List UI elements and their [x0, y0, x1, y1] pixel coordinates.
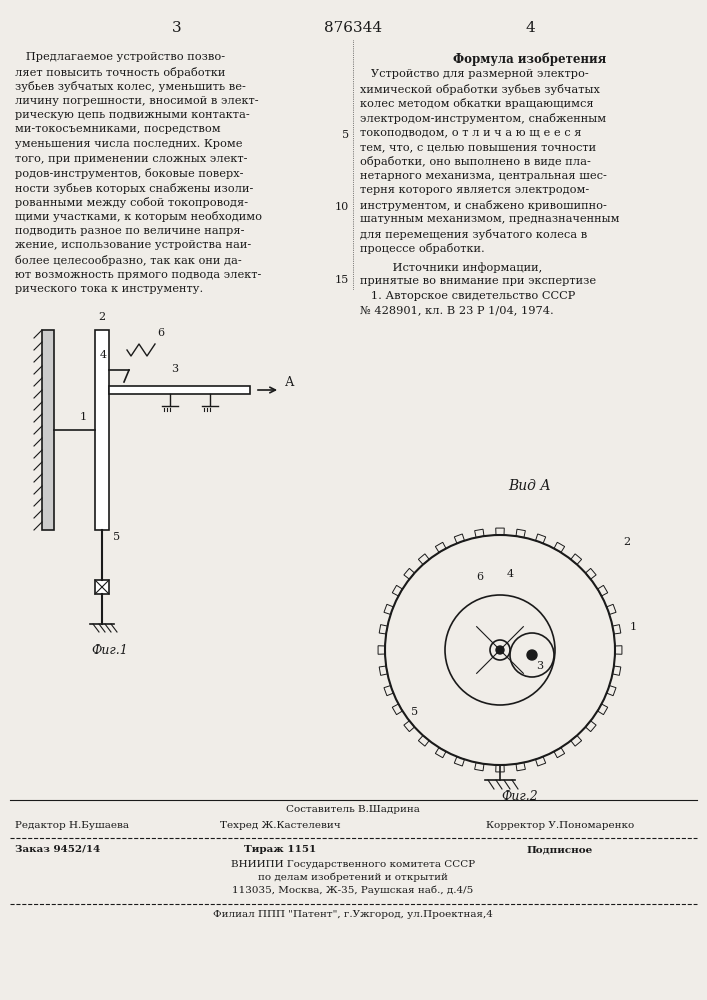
Text: ности зубьев которых снабжены изоли-: ности зубьев которых снабжены изоли- [15, 182, 253, 194]
Text: личину погрешности, вносимой в элект-: личину погрешности, вносимой в элект- [15, 96, 259, 105]
Text: № 428901, кл. В 23 Р 1/04, 1974.: № 428901, кл. В 23 Р 1/04, 1974. [360, 305, 554, 315]
Text: ВНИИПИ Государственного комитета СССР: ВНИИПИ Государственного комитета СССР [231, 860, 475, 869]
Text: Фиг.2: Фиг.2 [502, 790, 538, 803]
Text: 10: 10 [334, 202, 349, 212]
Circle shape [496, 646, 504, 654]
Text: рического тока к инструменту.: рического тока к инструменту. [15, 284, 203, 294]
Text: более целесообразно, так как они да-: более целесообразно, так как они да- [15, 255, 242, 266]
Text: 2: 2 [98, 312, 105, 322]
Text: подводить разное по величине напря-: подводить разное по величине напря- [15, 226, 245, 236]
Text: 6: 6 [477, 572, 484, 582]
Text: 1: 1 [629, 622, 636, 632]
Text: жение, использование устройства наи-: жение, использование устройства наи- [15, 240, 251, 250]
Text: 3: 3 [171, 364, 179, 374]
Text: 4: 4 [506, 569, 513, 579]
Bar [95, 330, 109, 530]
Text: Устройство для размерной электро-: Устройство для размерной электро- [360, 69, 589, 79]
Text: токоподводом, о т л и ч а ю щ е е с я: токоподводом, о т л и ч а ю щ е е с я [360, 127, 581, 137]
Text: рическую цепь подвижными контакта-: рическую цепь подвижными контакта- [15, 110, 250, 120]
Text: Заказ 9452/14: Заказ 9452/14 [15, 845, 100, 854]
Text: Редактор Н.Бушаева: Редактор Н.Бушаева [15, 821, 129, 830]
Text: 5: 5 [113, 532, 120, 542]
Text: Вид А: Вид А [508, 479, 551, 493]
Bar [42, 330, 54, 530]
Text: терня которого является электродом-: терня которого является электродом- [360, 185, 589, 195]
Text: Формула изобретения: Формула изобретения [453, 52, 607, 66]
Text: зубьев зубчатых колес, уменьшить ве-: зубьев зубчатых колес, уменьшить ве- [15, 81, 246, 92]
Text: Составитель В.Шадрина: Составитель В.Шадрина [286, 805, 420, 814]
Text: инструментом, и снабжено кривошипно-: инструментом, и снабжено кривошипно- [360, 200, 607, 211]
Text: Техред Ж.Кастелевич: Техред Ж.Кастелевич [220, 821, 340, 830]
Text: процессе обработки.: процессе обработки. [360, 243, 485, 254]
Text: родов-инструментов, боковые поверх-: родов-инструментов, боковые поверх- [15, 168, 243, 179]
Text: ляет повысить точность обработки: ляет повысить точность обработки [15, 66, 226, 78]
Text: Источники информации,: Источники информации, [360, 262, 542, 273]
Text: для перемещения зубчатого колеса в: для перемещения зубчатого колеса в [360, 229, 588, 240]
Text: нетарного механизма, центральная шес-: нетарного механизма, центральная шес- [360, 171, 607, 181]
Text: 4: 4 [525, 21, 535, 35]
Text: Предлагаемое устройство позво-: Предлагаемое устройство позво- [15, 52, 225, 62]
Text: 113035, Москва, Ж-35, Раушская наб., д.4/5: 113035, Москва, Ж-35, Раушская наб., д.4… [233, 886, 474, 895]
Text: рованными между собой токопроводя-: рованными между собой токопроводя- [15, 197, 248, 208]
Text: обработки, оно выполнено в виде пла-: обработки, оно выполнено в виде пла- [360, 156, 591, 167]
Text: 6: 6 [157, 328, 164, 338]
Text: шатунным механизмом, предназначенным: шатунным механизмом, предназначенным [360, 214, 619, 224]
Bar [109, 386, 250, 394]
Text: уменьшения числа последних. Кроме: уменьшения числа последних. Кроме [15, 139, 243, 149]
Text: 15: 15 [334, 275, 349, 285]
Text: 5: 5 [411, 707, 419, 717]
Text: 3: 3 [537, 661, 544, 671]
Text: 1. Авторское свидетельство СССР: 1. Авторское свидетельство СССР [360, 291, 575, 301]
Text: принятые во внимание при экспертизе: принятые во внимание при экспертизе [360, 276, 596, 286]
Text: 3: 3 [173, 21, 182, 35]
Circle shape [527, 650, 537, 660]
Text: Подписное: Подписное [527, 845, 593, 854]
Text: 2: 2 [624, 537, 631, 547]
Text: 4: 4 [100, 350, 107, 360]
Bar [95, 580, 109, 594]
Text: Филиал ППП "Патент", г.Ужгород, ул.Проектная,4: Филиал ППП "Патент", г.Ужгород, ул.Проек… [213, 910, 493, 919]
Text: того, при применении сложных элект-: того, при применении сложных элект- [15, 153, 247, 163]
Text: химической обработки зубьев зубчатых: химической обработки зубьев зубчатых [360, 84, 600, 95]
Text: Корректор У.Пономаренко: Корректор У.Пономаренко [486, 821, 634, 830]
Text: электродом-инструментом, снабженным: электродом-инструментом, снабженным [360, 113, 606, 124]
Text: ют возможность прямого подвода элект-: ют возможность прямого подвода элект- [15, 269, 262, 279]
Text: тем, что, с целью повышения точности: тем, что, с целью повышения точности [360, 142, 596, 152]
Text: ми-токосъемниками, посредством: ми-токосъемниками, посредством [15, 124, 221, 134]
Text: 5: 5 [342, 130, 349, 140]
Text: А: А [285, 376, 295, 389]
Text: щими участками, к которым необходимо: щими участками, к которым необходимо [15, 212, 262, 223]
Text: колес методом обкатки вращающимся: колес методом обкатки вращающимся [360, 98, 594, 109]
Text: Тираж 1151: Тираж 1151 [244, 845, 316, 854]
Text: 876344: 876344 [324, 21, 382, 35]
Text: по делам изобретений и открытий: по делам изобретений и открытий [258, 872, 448, 882]
Text: Фиг.1: Фиг.1 [92, 644, 129, 657]
Text: 1: 1 [80, 412, 87, 422]
